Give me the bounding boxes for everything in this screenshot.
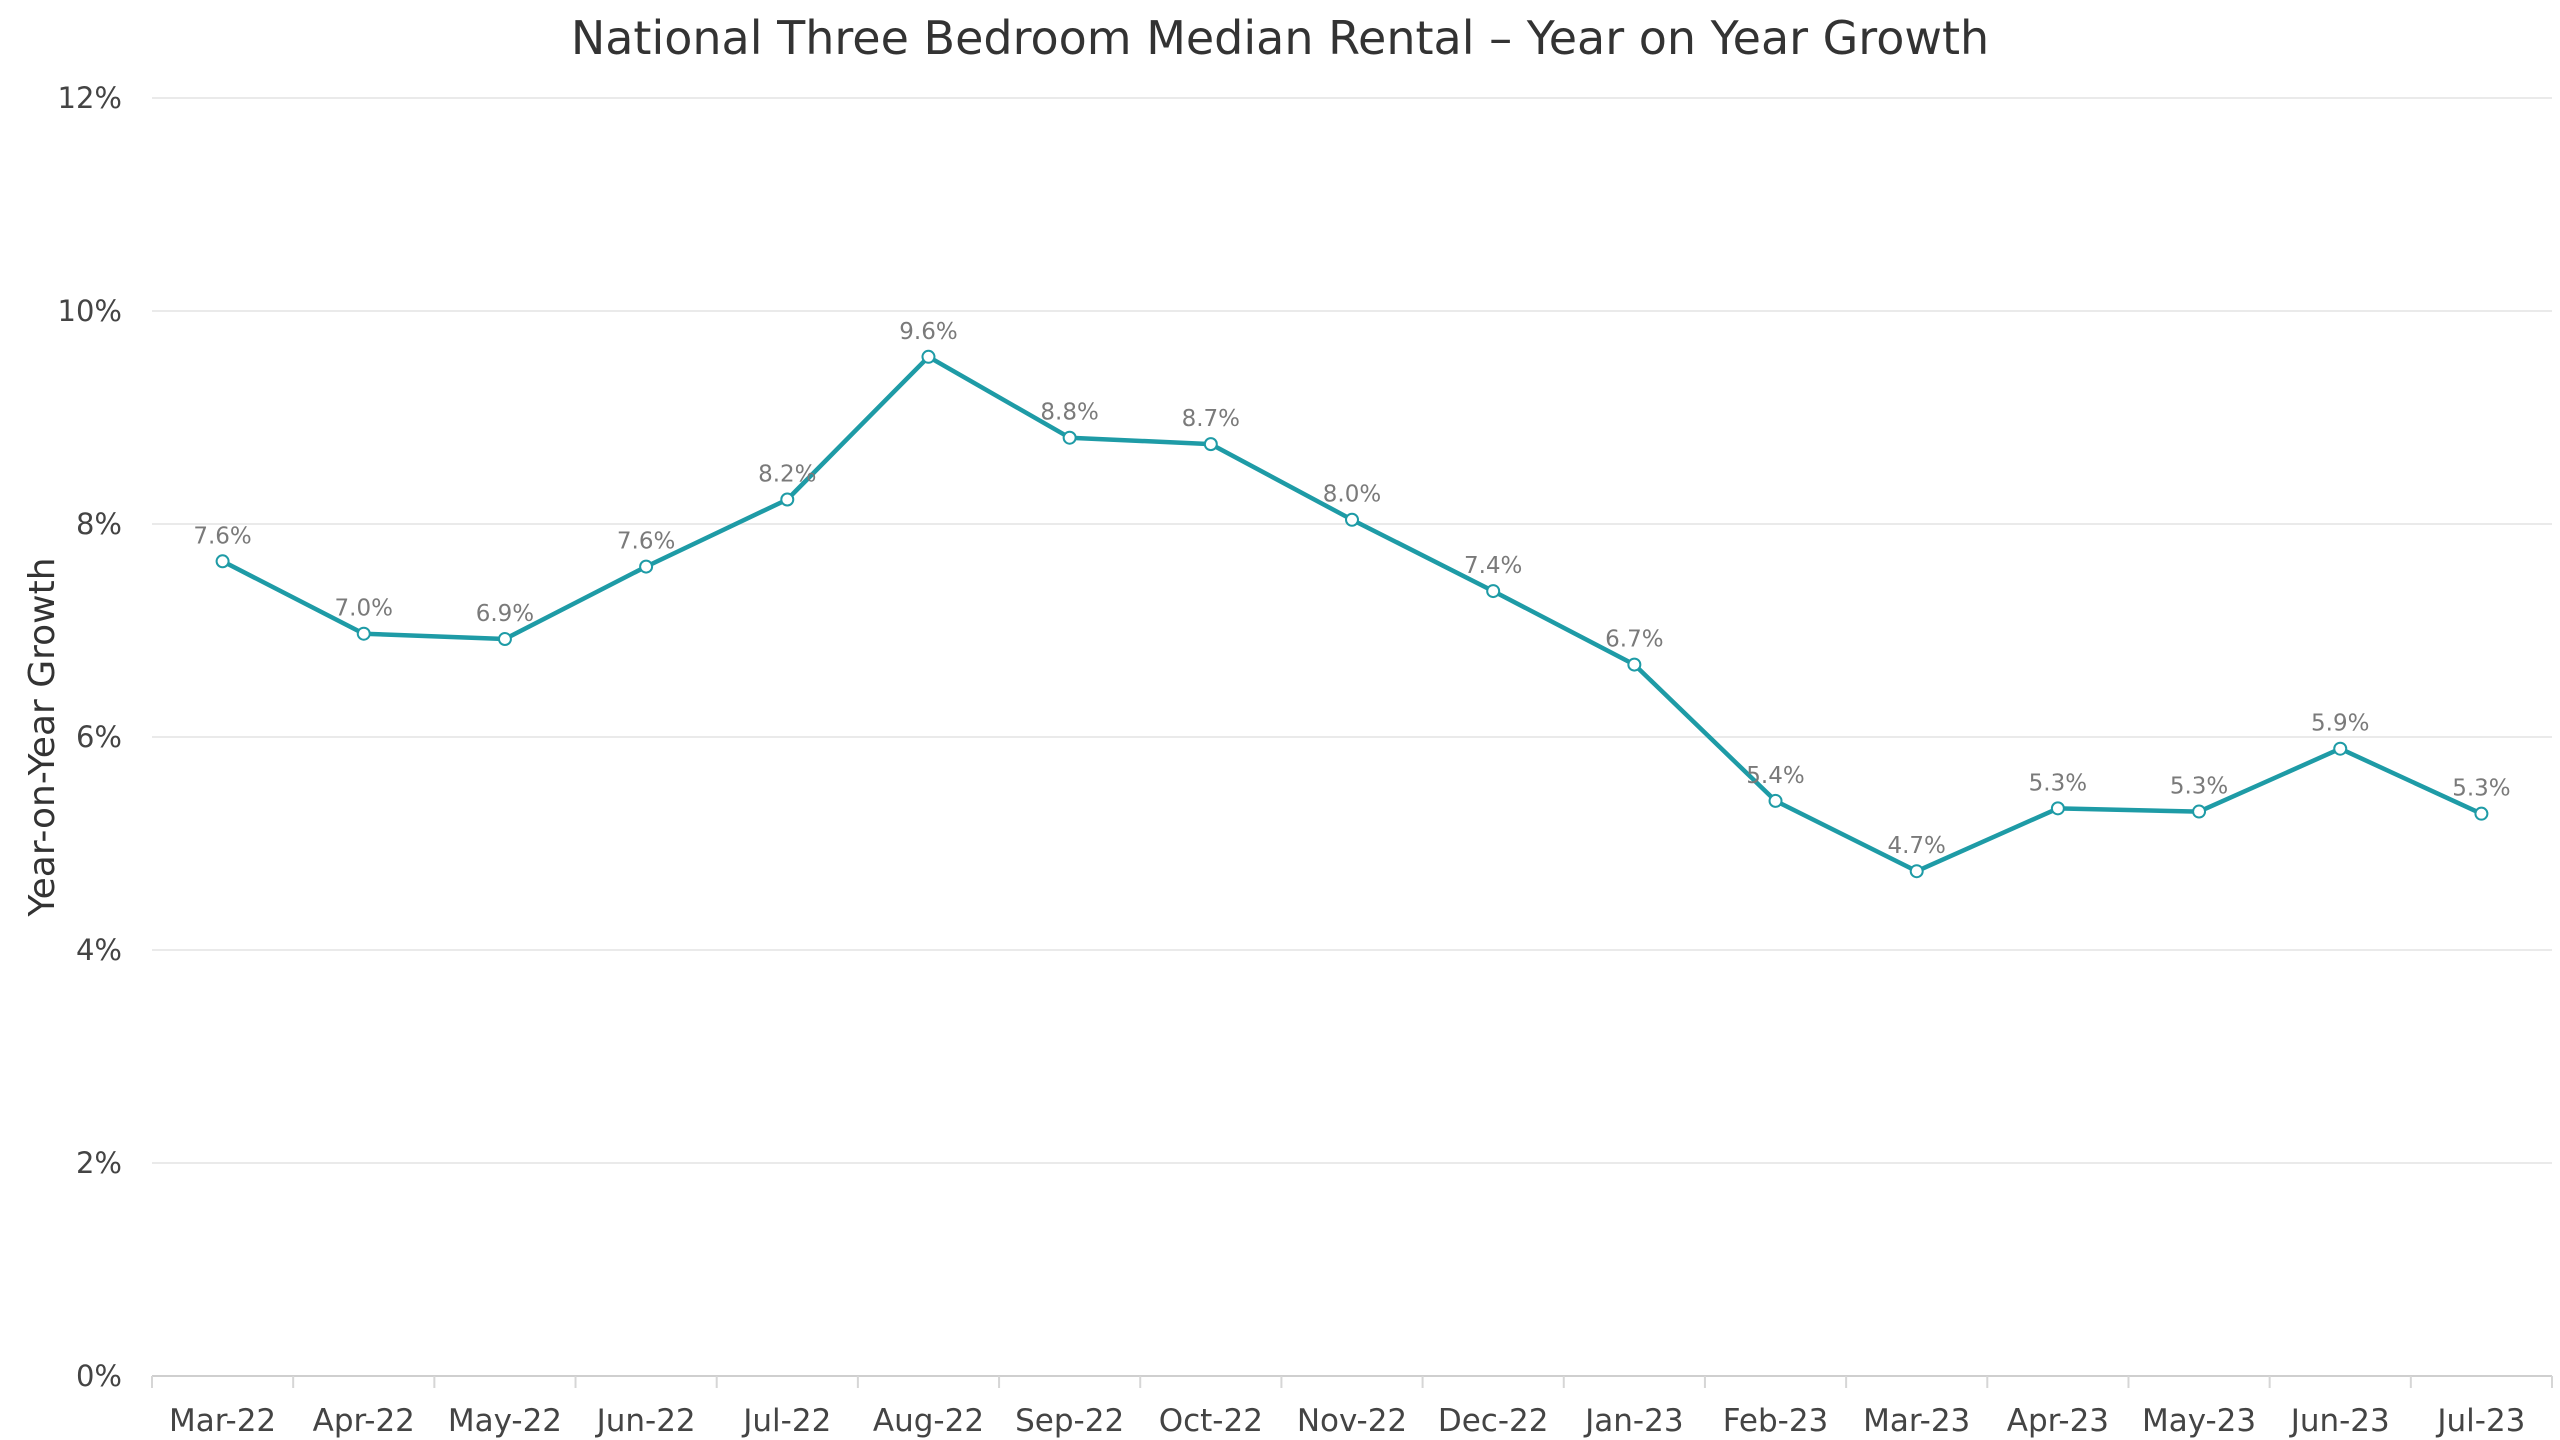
data-point <box>780 492 795 507</box>
data-point <box>639 559 654 574</box>
data-label: 6.9% <box>476 601 534 627</box>
data-point <box>2192 804 2207 819</box>
series-layer <box>215 349 2489 879</box>
x-tick-label: Jul-22 <box>741 1403 831 1439</box>
x-tick-label: Apr-23 <box>2007 1403 2109 1439</box>
x-tick-label: May-23 <box>2142 1403 2256 1439</box>
data-label: 8.2% <box>758 462 816 488</box>
data-point <box>356 626 371 641</box>
data-point <box>497 632 512 647</box>
data-label: 8.8% <box>1040 400 1098 426</box>
y-tick-label: 0% <box>76 1359 122 1393</box>
x-tick-label: Oct-22 <box>1159 1403 1263 1439</box>
y-axis-ticks: 0% 2% 4% 6% 8% 10% 12% <box>58 81 122 1393</box>
y-tick-label: 2% <box>76 1146 122 1180</box>
x-tick-label: Sep-22 <box>1015 1403 1124 1439</box>
y-axis-label: Year-on-Year Growth <box>22 557 63 917</box>
gridlines <box>152 97 2552 1377</box>
series-line <box>220 354 2484 874</box>
y-tick-label: 10% <box>58 294 122 328</box>
data-label: 5.3% <box>2029 770 2087 796</box>
x-tick-label: Jan-23 <box>1583 1403 1683 1439</box>
data-labels: 7.6% 7.0% 6.9% 7.6% 8.2% 9.6% 8.8% 8.7% 8.0% 7.4%… <box>193 319 2510 859</box>
x-axis-ticks: Mar-22 Apr-22 May-22 Jun-22 Jul-22 Aug-22 Sep-… <box>151 1376 2553 1439</box>
data-label: 5.9% <box>2311 711 2369 737</box>
y-tick-label: 6% <box>76 720 122 754</box>
x-tick-label: Mar-22 <box>169 1403 276 1439</box>
data-point <box>215 554 230 569</box>
data-point <box>1627 657 1642 672</box>
data-point <box>2050 801 2065 816</box>
data-label: 7.6% <box>617 529 675 555</box>
data-label: 7.0% <box>335 596 393 622</box>
data-label: 6.7% <box>1605 627 1663 653</box>
data-label: 7.4% <box>1464 553 1522 579</box>
data-label: 4.7% <box>1887 833 1945 859</box>
data-point <box>1345 512 1359 527</box>
x-tick-label: May-22 <box>448 1403 562 1439</box>
x-tick-label: Jun-23 <box>2289 1403 2390 1439</box>
data-point <box>1486 584 1501 599</box>
data-label: 8.7% <box>1182 406 1240 432</box>
data-point <box>1768 793 1783 808</box>
data-label: 5.3% <box>2452 776 2510 802</box>
x-tick-label: Jun-22 <box>595 1403 696 1439</box>
data-label: 5.3% <box>2170 774 2228 800</box>
y-tick-label: 12% <box>58 81 122 115</box>
x-tick-label: Nov-22 <box>1297 1403 1407 1439</box>
data-point <box>1909 864 1924 879</box>
chart-title: National Three Bedroom Median Rental – Y… <box>571 11 1989 65</box>
x-tick-label: Mar-23 <box>1863 1403 1970 1439</box>
data-point <box>2474 806 2489 821</box>
data-label: 9.6% <box>899 319 957 345</box>
x-tick-label: Apr-22 <box>313 1403 415 1439</box>
y-tick-label: 4% <box>76 933 122 967</box>
x-tick-label: Aug-22 <box>873 1403 984 1439</box>
data-point <box>1062 430 1077 445</box>
x-tick-label: Dec-22 <box>1438 1403 1549 1439</box>
data-label: 8.0% <box>1323 482 1381 508</box>
y-tick-label: 8% <box>76 507 122 541</box>
data-point <box>921 349 936 364</box>
x-tick-label: Feb-23 <box>1723 1403 1829 1439</box>
data-label: 5.4% <box>1746 763 1804 789</box>
data-point <box>2333 741 2348 756</box>
x-tick-label: Jul-23 <box>2435 1403 2525 1439</box>
data-point <box>1203 437 1218 452</box>
data-label: 7.6% <box>193 523 251 549</box>
